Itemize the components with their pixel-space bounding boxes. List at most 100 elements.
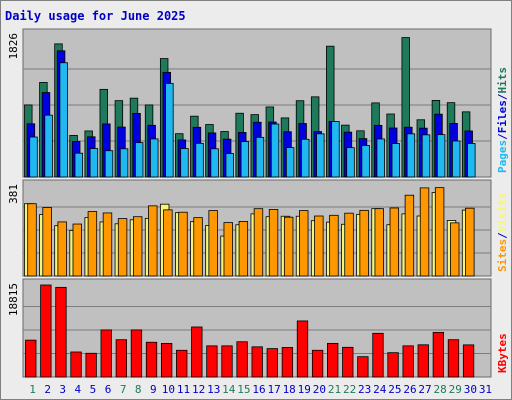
legend-entry: Visits [496,193,509,233]
day-label: 15 [237,383,250,396]
hpf-max-label: 1826 [7,33,20,60]
hpf-legend: Pages/Files/Hits [496,67,509,173]
hpf-bar-pages [301,138,310,178]
kb-bar-kbytes [462,344,475,378]
kb-bar-kbytes [115,339,127,378]
day-label: 27 [418,383,431,396]
hpf-bar-pages [180,148,189,178]
vs-bar-sites [344,212,354,277]
vs-bar-sites [102,212,113,277]
day-label: 21 [328,383,341,396]
hpf-bar-pages [134,142,144,178]
day-label: 16 [252,383,265,396]
legend-entry: Pages [496,140,509,173]
hpf-bar-pages [44,114,53,178]
vs-bar-sites [434,187,445,277]
day-label: 9 [150,383,157,396]
day-label: 20 [313,383,326,396]
day-label: 31 [479,383,492,396]
vs-bar-sites [42,207,52,277]
day-label: 25 [388,383,401,396]
kb-max-label: 18815 [7,283,20,316]
legend-entry: Hits [496,67,509,94]
vs-bar-sites [238,221,249,277]
hpf-bar-pages [391,143,401,178]
hpf-bar-pages [150,138,159,178]
kb-bar-kbytes [176,349,188,378]
kb-bar-kbytes [145,341,158,378]
legend-entry: Sites [496,239,509,272]
vs-bar-sites [57,221,67,277]
hpf-bar-pages [74,152,83,178]
day-label: 26 [403,383,416,396]
day-label: 4 [75,383,82,396]
vs-bar-sites [419,187,430,277]
legend-entry: / [496,232,509,239]
day-label: 30 [464,383,477,396]
hpf-bar-pages [59,62,68,178]
hpf-bar-pages [421,134,431,178]
vs-bar-sites [253,208,264,277]
day-label: 23 [358,383,371,396]
hpf-bar-pages [165,82,174,178]
vs-bar-sites [299,210,309,277]
kb-bar-kbytes [387,352,399,378]
chart-title: Daily usage for June 2025 [5,9,186,23]
day-label: 18 [283,383,296,396]
legend-entry: KBytes [496,333,509,373]
vs-bar-sites [178,211,188,277]
vs-bar-sites [163,209,173,277]
hpf-bar-pages [29,136,38,178]
kb-bar-kbytes [342,346,354,378]
kb-bar-kbytes [417,344,429,378]
kb-bar-kbytes [40,284,52,378]
vs-bar-sites [404,194,415,277]
hpf-bar-pages [406,133,416,178]
kb-bar-kbytes [266,348,278,378]
kb-bar-kbytes [447,339,460,378]
hpf-bar-pages [436,134,446,178]
day-label: 10 [162,383,175,396]
vs-bar-sites [359,209,369,277]
vs-bar-sites [132,216,143,277]
kb-bar-kbytes [327,342,339,378]
vs-bar-sites [450,222,460,277]
vs-bar-sites [374,208,384,277]
vs-bar-sites [208,210,218,277]
kb-bar-kbytes [70,351,82,378]
day-label: 3 [59,383,66,396]
day-label: 7 [120,383,127,396]
kb-bar-kbytes [402,345,414,378]
kb-bar-kbytes [372,332,384,378]
vs-panel: 381 Sites/Visits [7,179,509,277]
kb-series-kbytes [25,284,475,378]
kb-bar-kbytes [25,339,37,378]
kb-panel: 18815 KBytes [7,278,509,378]
hpf-bar-pages [225,153,234,178]
kb-bar-kbytes [160,342,173,378]
vs-bar-sites [87,211,98,277]
vs-bar-sites [314,215,324,277]
legend-entry: / [496,93,509,100]
chart-panels: 1826Pages/Files/Hits381Sites/Visits18815… [7,28,509,378]
vs-bar-sites [117,218,128,277]
hpf-bar-pages [316,133,325,178]
hpf-bar-pages [240,141,250,178]
hpf-bar-pages [104,150,114,178]
hpf-bar-pages [331,121,340,178]
day-label: 5 [90,383,97,396]
vs-bar-sites [389,207,400,277]
kb-bar-kbytes [296,320,309,378]
hpf-bar-pages [452,140,461,178]
day-label: 2 [44,383,51,396]
vs-bar-sites [223,222,233,277]
kb-bar-kbytes [85,352,97,378]
hpf-series-pages [29,62,476,178]
vs-bar-sites [283,216,294,277]
kb-bar-kbytes [206,345,218,378]
vs-bar-sites [329,214,339,277]
hpf-bar-pages [285,147,295,178]
day-label: 1 [29,383,36,396]
vs-max-label: 381 [7,184,20,204]
